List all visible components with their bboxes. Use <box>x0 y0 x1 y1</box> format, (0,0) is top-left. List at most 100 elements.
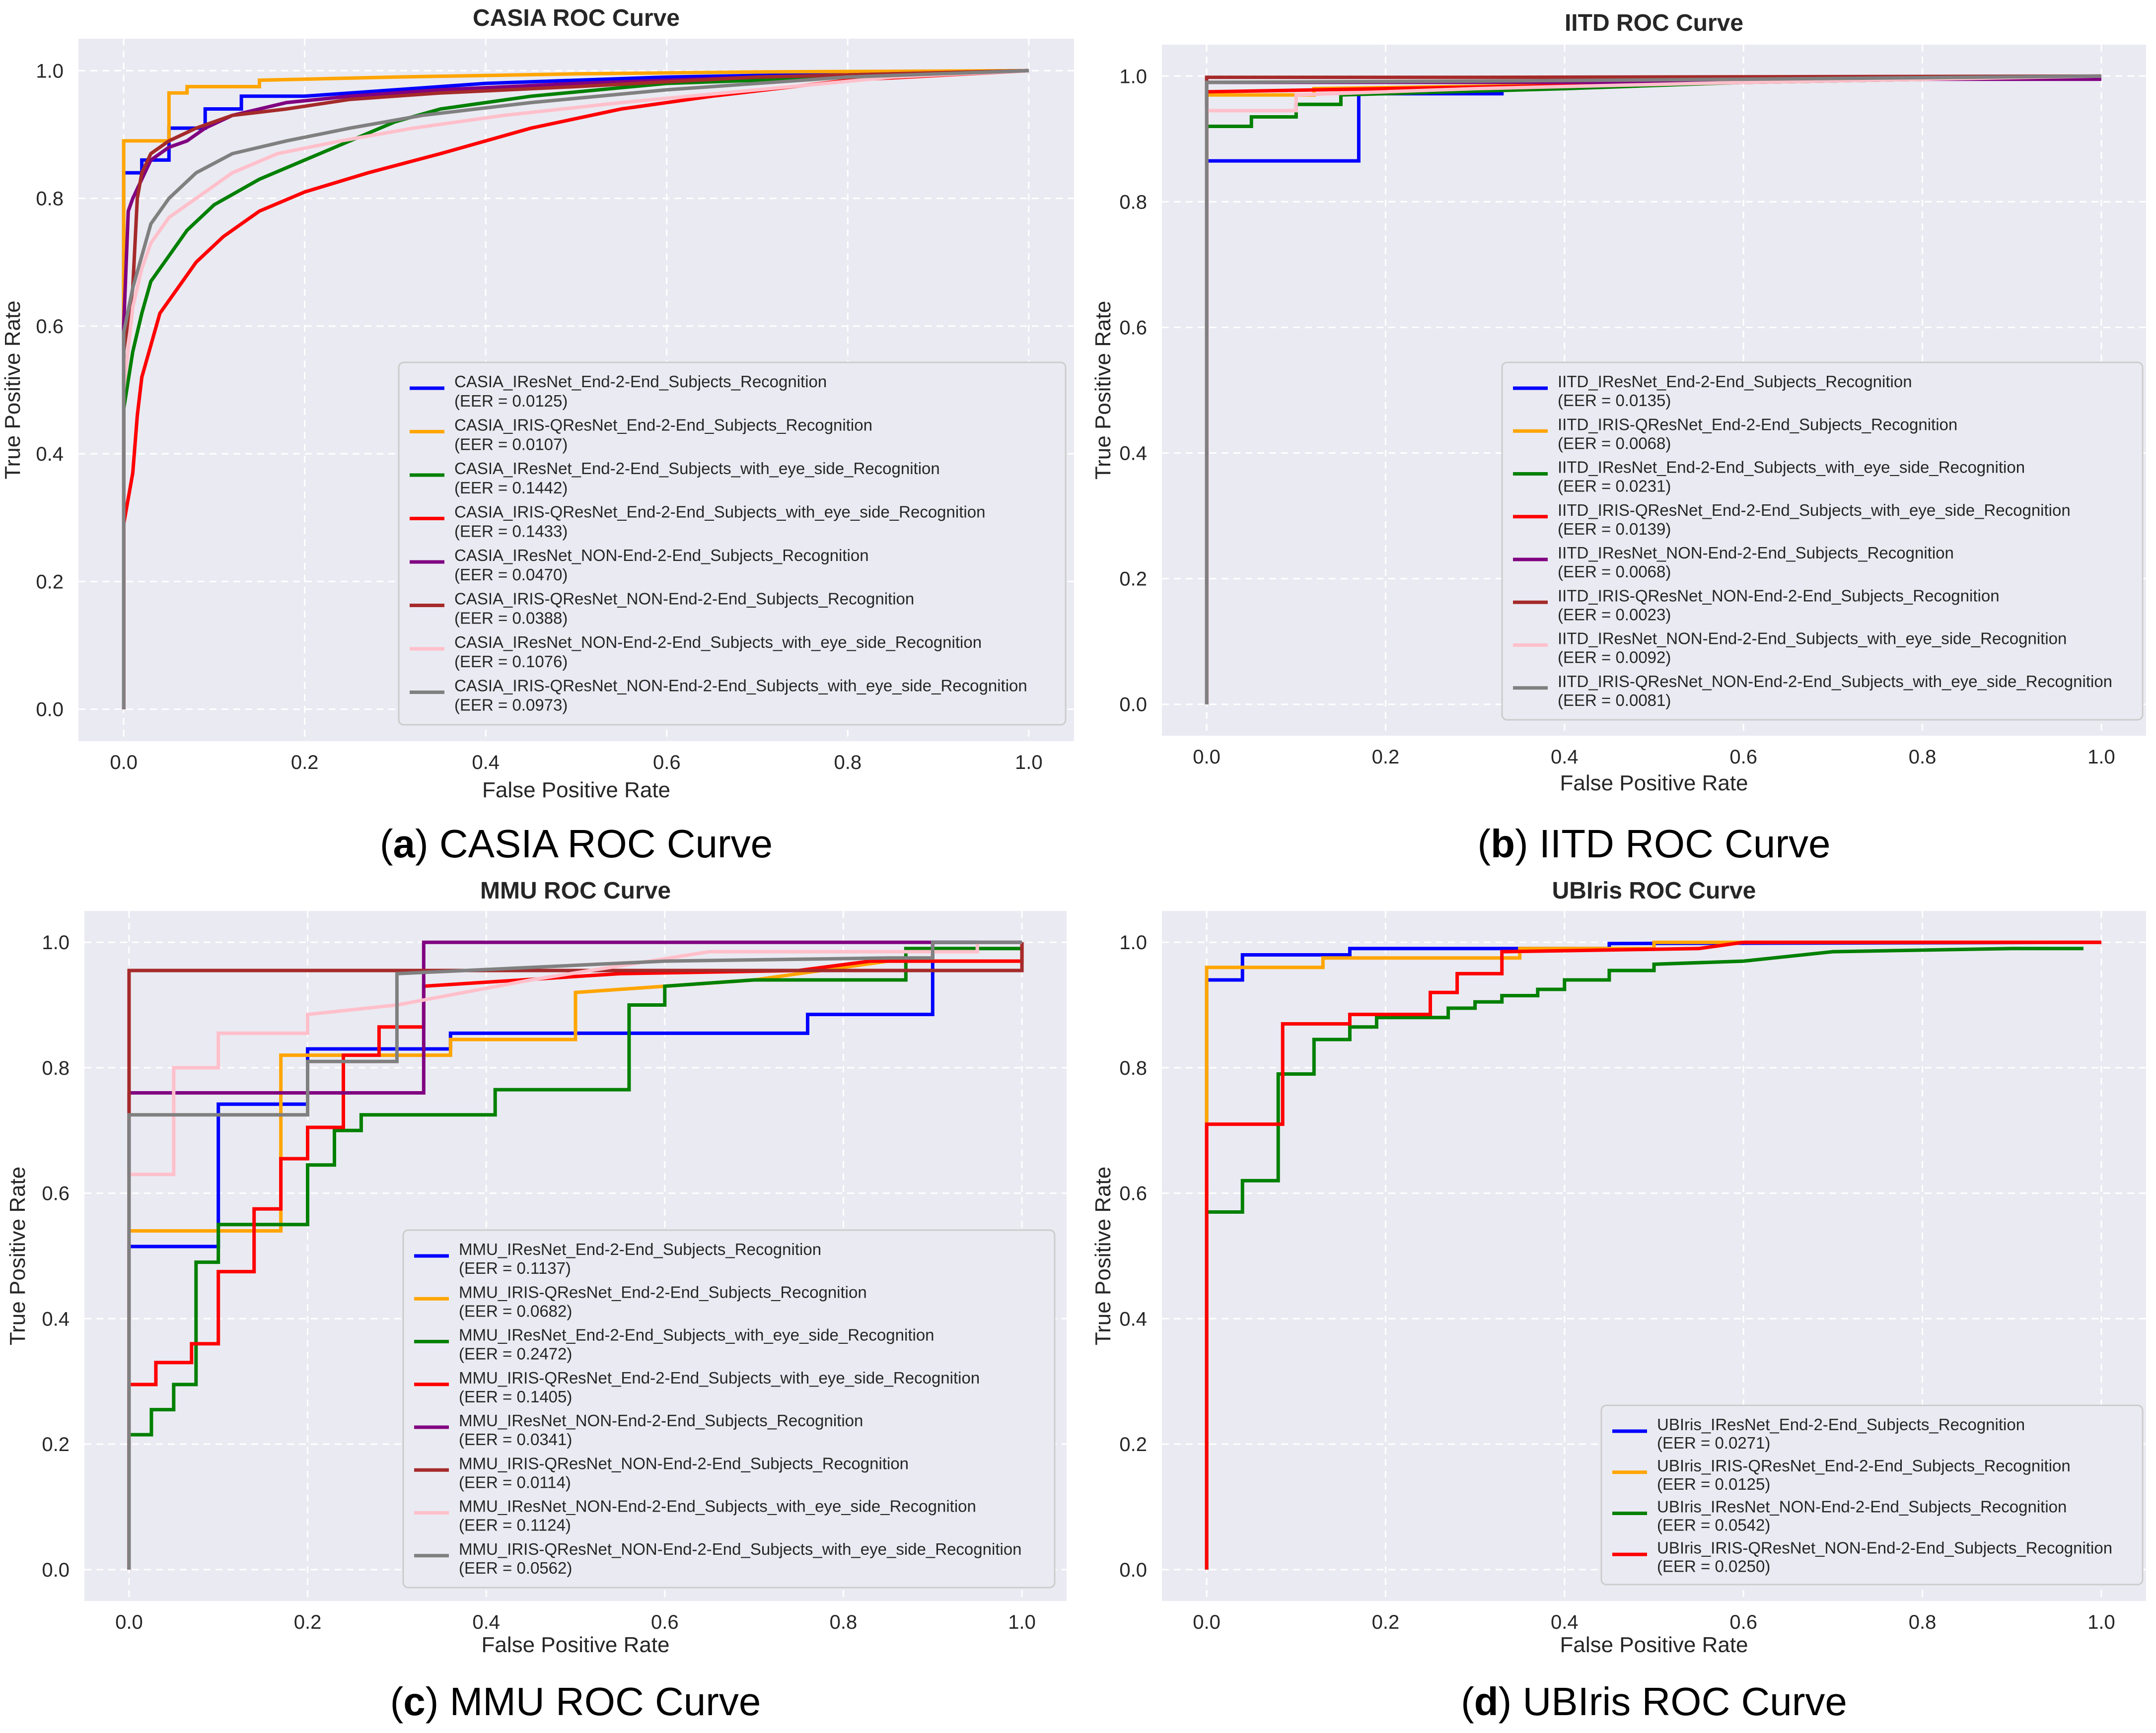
legend: UBIris_IResNet_End-2-End_Subjects_Recogn… <box>1600 1404 2144 1586</box>
y-tick-label: 0.8 <box>1119 191 1147 213</box>
chart-title: CASIA ROC Curve <box>473 5 680 31</box>
series-line-8 <box>1205 74 2101 704</box>
x-tick-label: 1.0 <box>2087 746 2115 768</box>
legend-entry-eer: (EER = 0.0125) <box>454 392 568 410</box>
y-tick-label: 0.4 <box>1119 443 1147 465</box>
x-tick-label: 0.4 <box>1551 746 1579 768</box>
y-tick-label: 0.8 <box>36 188 64 210</box>
legend-entry-eer: (EER = 0.0068) <box>1558 562 1671 581</box>
legend-entry-eer: (EER = 0.0271) <box>1657 1434 1770 1452</box>
legend-entry-eer: (EER = 0.1124) <box>459 1516 571 1534</box>
legend-entry-eer: (EER = 0.0139) <box>1558 520 1671 538</box>
series-lines <box>127 940 1024 1570</box>
y-tick-label: 0.6 <box>36 316 64 338</box>
x-tick-label: 0.6 <box>651 1611 679 1633</box>
y-tick-label: 0.6 <box>1119 1183 1147 1205</box>
legend-entry-name: MMU_IRIS-QResNet_End-2-End_Subjects_with… <box>459 1369 980 1387</box>
legend-entry-eer: (EER = 0.0068) <box>1558 434 1671 452</box>
legend-entry-name: CASIA_IResNet_NON-End-2-End_Subjects_wit… <box>454 633 982 651</box>
y-tick-label: 0.8 <box>42 1057 70 1079</box>
x-tick-label: 0.2 <box>291 752 319 773</box>
series-line-3 <box>1205 947 2084 1570</box>
legend-entry-name: MMU_IRIS-QResNet_NON-End-2-End_Subjects_… <box>459 1454 909 1472</box>
caption-close-paren: ) <box>1515 822 1539 866</box>
legend-entry-eer: (EER = 0.0388) <box>454 609 568 627</box>
panel-caption: (b) IITD ROC Curve <box>1477 822 1830 866</box>
caption-open-paren: ( <box>1477 822 1491 866</box>
legend-entry-eer: (EER = 0.0542) <box>1657 1516 1770 1534</box>
legend-entry-name: IITD_IRIS-QResNet_NON-End-2-End_Subjects… <box>1558 586 2000 605</box>
y-tick-label: 1.0 <box>36 60 64 82</box>
legend-entry-eer: (EER = 0.1137) <box>459 1259 571 1277</box>
y-tick-label: 0.0 <box>1119 1559 1147 1581</box>
legend-entry-name: MMU_IResNet_NON-End-2-End_Subjects_with_… <box>459 1497 976 1516</box>
x-tick-label: 0.0 <box>1193 746 1221 768</box>
legend-entry-name: IITD_IResNet_End-2-End_Subjects_Recognit… <box>1558 372 1912 391</box>
series-lines <box>122 69 1029 709</box>
legend-box <box>398 361 1067 726</box>
x-tick-label: 0.0 <box>115 1611 143 1633</box>
series-line-3 <box>127 947 1022 1570</box>
caption-open-paren: ( <box>1461 1679 1474 1724</box>
caption-text: UBIris ROC Curve <box>1522 1679 1847 1724</box>
caption-letter: c <box>403 1679 426 1724</box>
legend-entry-name: UBIris_IRIS-QResNet_End-2-End_Subjects_R… <box>1657 1456 2071 1475</box>
y-tick-label: 0.2 <box>36 571 64 593</box>
legend-entry-name: CASIA_IResNet_End-2-End_Subjects_Recogni… <box>454 372 827 391</box>
legend-entry-name: CASIA_IRIS-QResNet_NON-End-2-End_Subject… <box>454 590 914 608</box>
series-line-8 <box>127 940 1022 1570</box>
legend-entry-eer: (EER = 0.1433) <box>454 522 568 541</box>
legend-entry-eer: (EER = 0.0081) <box>1558 691 1671 709</box>
chart-title: MMU ROC Curve <box>480 878 671 904</box>
series-line-4 <box>1205 940 2101 1570</box>
y-axis-label: True Positive Rate <box>0 300 25 479</box>
legend-entry-eer: (EER = 0.0125) <box>1657 1475 1770 1493</box>
legend-box <box>1600 1404 2144 1586</box>
x-axis-label: False Positive Rate <box>481 1633 669 1657</box>
caption-text: IITD ROC Curve <box>1539 822 1831 866</box>
legend-entry-eer: (EER = 0.1405) <box>459 1387 572 1406</box>
x-tick-label: 0.8 <box>834 752 862 773</box>
legend-entry-name: IITD_IRIS-QResNet_End-2-End_Subjects_Rec… <box>1558 415 1957 433</box>
series-line-2 <box>1205 940 2101 1570</box>
y-tick-label: 0.2 <box>1119 1434 1147 1456</box>
x-tick-label: 0.8 <box>830 1611 858 1633</box>
legend: IITD_IResNet_End-2-End_Subjects_Recognit… <box>1501 361 2144 721</box>
legend-entry-name: IITD_IResNet_End-2-End_Subjects_with_eye… <box>1558 458 2025 477</box>
legend-entry-eer: (EER = 0.1442) <box>454 479 568 497</box>
legend-entry-eer: (EER = 0.0135) <box>1558 391 1671 410</box>
legend-entry-name: MMU_IResNet_End-2-End_Subjects_with_eye_… <box>459 1326 934 1344</box>
series-lines <box>1205 940 2101 1570</box>
legend-entry-name: IITD_IResNet_NON-End-2-End_Subjects_with… <box>1558 629 2067 648</box>
legend-entry-name: UBIris_IResNet_End-2-End_Subjects_Recogn… <box>1657 1415 2025 1434</box>
caption-close-paren: ) <box>415 822 439 866</box>
legend: CASIA_IResNet_End-2-End_Subjects_Recogni… <box>398 361 1067 726</box>
legend-entry-eer: (EER = 0.2472) <box>459 1345 572 1363</box>
x-tick-label: 0.0 <box>110 752 138 773</box>
x-tick-label: 0.6 <box>1729 1611 1757 1633</box>
y-tick-label: 0.2 <box>1119 568 1147 590</box>
x-tick-label: 0.4 <box>472 752 500 773</box>
x-tick-label: 1.0 <box>2087 1611 2115 1633</box>
chart-panel-d: 0.0 0.2 0.4 0.6 0.8 1.0 0.0 0.2 0.4 0.6 0.8 1.0 UBIr… <box>1091 878 2146 1724</box>
y-axis-label: True Positive Rate <box>1091 1167 1115 1345</box>
y-tick-label: 1.0 <box>1119 66 1147 87</box>
series-line-2 <box>122 69 1029 709</box>
x-tick-label: 0.4 <box>472 1611 500 1633</box>
series-lines <box>1205 74 2101 704</box>
series-line-1 <box>1205 940 2101 1570</box>
legend-entry-name: MMU_IResNet_NON-End-2-End_Subjects_Recog… <box>459 1411 863 1430</box>
caption-close-paren: ) <box>426 1679 450 1724</box>
y-tick-label: 0.4 <box>1119 1308 1147 1330</box>
y-tick-label: 0.4 <box>36 443 64 465</box>
y-tick-label: 1.0 <box>1119 932 1147 954</box>
legend-entry-eer: (EER = 0.1076) <box>454 652 568 671</box>
legend-entry-eer: (EER = 0.0231) <box>1558 477 1671 495</box>
caption-letter: b <box>1491 822 1515 866</box>
chart-title: UBIris ROC Curve <box>1552 878 1756 904</box>
legend: MMU_IResNet_End-2-End_Subjects_Recogniti… <box>402 1229 1056 1589</box>
legend-entry-name: MMU_IResNet_End-2-End_Subjects_Recogniti… <box>459 1240 821 1258</box>
legend-entry-name: CASIA_IRIS-QResNet_End-2-End_Subjects_Re… <box>454 416 872 434</box>
legend-entry-name: MMU_IRIS-QResNet_NON-End-2-End_Subjects_… <box>459 1540 1022 1558</box>
